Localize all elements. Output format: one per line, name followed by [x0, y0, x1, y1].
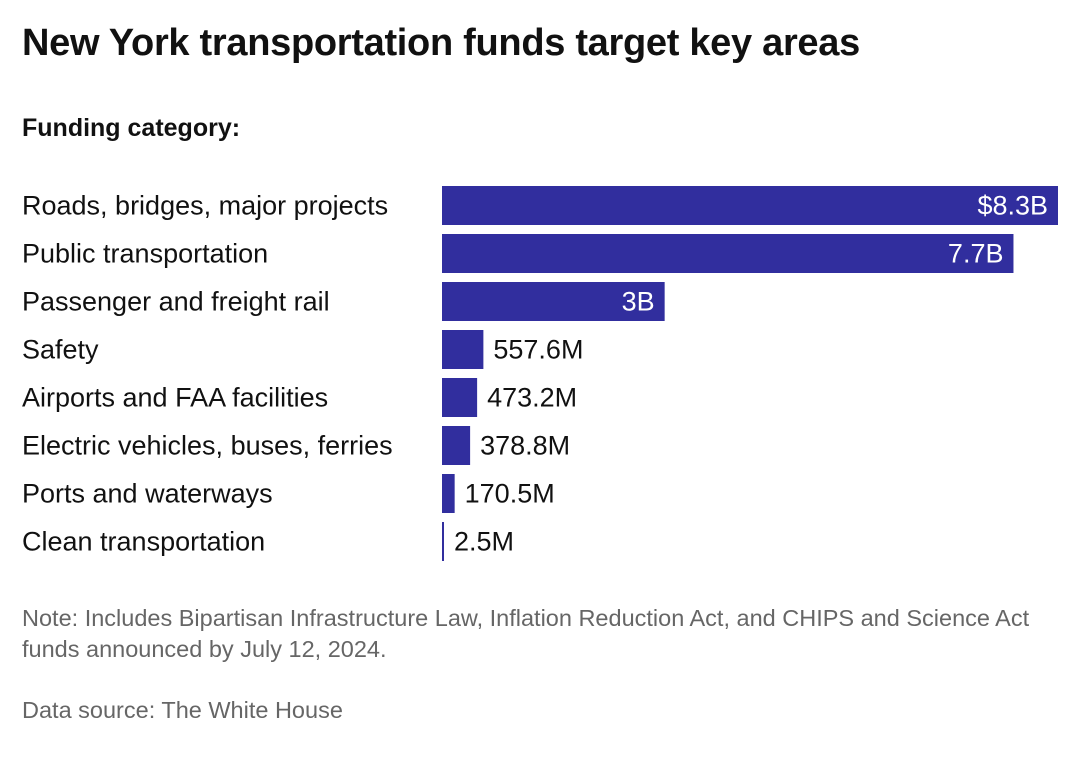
category-label: Ports and waterways — [22, 479, 273, 509]
data-source: Data source: The White House — [22, 697, 343, 723]
chart-subtitle: Funding category: — [22, 114, 241, 142]
category-label: Roads, bridges, major projects — [22, 191, 388, 221]
bar — [442, 522, 444, 561]
bar — [442, 282, 665, 321]
bar — [442, 186, 1058, 225]
category-label: Safety — [22, 335, 99, 365]
value-label: 7.7B — [948, 239, 1004, 269]
bar-chart: Roads, bridges, major projects $8.3B Publi… — [22, 186, 1058, 561]
chart-title: New York transportation funds target key… — [22, 22, 860, 64]
bar — [442, 426, 471, 465]
value-label: 378.8M — [480, 431, 570, 461]
bar — [442, 330, 484, 369]
category-label: Airports and FAA facilities — [22, 383, 328, 413]
category-label: Passenger and freight rail — [22, 287, 330, 317]
bar — [442, 234, 1014, 273]
value-label: 170.5M — [465, 479, 555, 509]
value-label: 473.2M — [487, 383, 577, 413]
category-label: Public transportation — [22, 239, 268, 269]
value-label: 3B — [622, 287, 655, 317]
category-label: Electric vehicles, buses, ferries — [22, 431, 393, 461]
chart-note: Note: Includes Bipartisan Infrastructure… — [22, 605, 1030, 662]
value-label: 557.6M — [493, 335, 583, 365]
bar — [442, 474, 455, 513]
value-label: $8.3B — [977, 191, 1048, 221]
bar — [442, 378, 478, 417]
value-label: 2.5M — [454, 527, 514, 557]
category-label: Clean transportation — [22, 527, 265, 557]
